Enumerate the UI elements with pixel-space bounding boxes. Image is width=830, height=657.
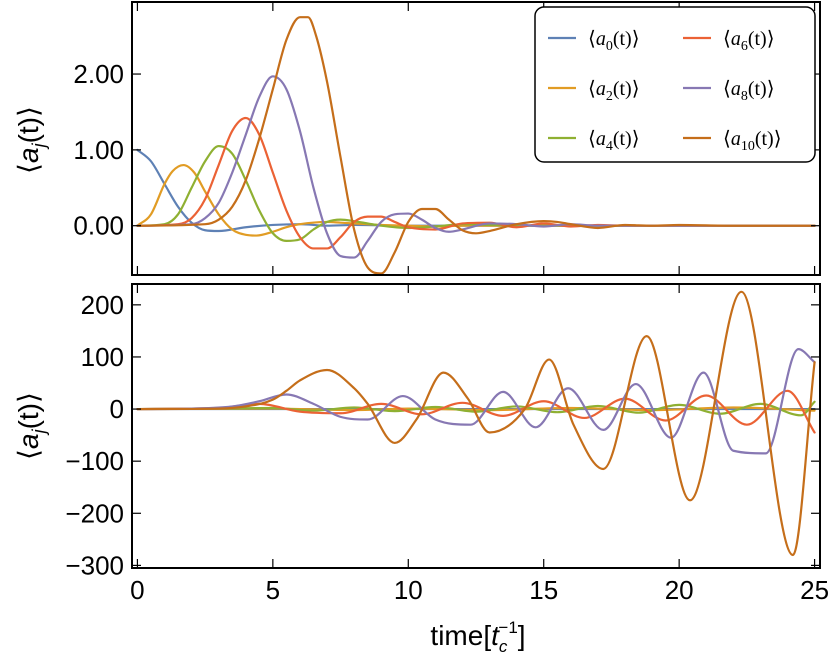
x-tick-label: 15 [529,575,558,605]
top-panel-frame [131,1,821,276]
bottom-ytick-label: 100 [81,342,124,372]
top-lines [136,16,816,274]
legend-label-a2: ⟨a2(t)⟩ [588,78,640,104]
legend-items: ⟨a0(t)⟩ ⟨a2(t)⟩ ⟨a4(t)⟩ ⟨a6(t)⟩ ⟨a8(t)⟩ ⟨a10(… [548,28,782,154]
bottom-series-a8 [136,348,816,455]
x-tick-label: 5 [266,575,280,605]
top-y-axis-title: ⟨aj(t)⟩ [13,106,49,174]
x-tick-label: 20 [665,575,694,605]
legend-label-a4: ⟨a4(t)⟩ [588,128,640,154]
bottom-ytick-label: −200 [65,498,124,528]
top-panel: 0.00 1.00 2.00 ⟨aj(t)⟩ ⟨a0(t)⟩ ⟨a2(t)⟩ ⟨a4(t… [13,1,821,276]
top-ticks-group: 0.00 1.00 2.00 [73,2,820,275]
legend-label-a0: ⟨a0(t)⟩ [588,28,640,54]
legend: ⟨a0(t)⟩ ⟨a2(t)⟩ ⟨a4(t)⟩ ⟨a6(t)⟩ ⟨a8(t)⟩ ⟨a10(… [534,6,816,163]
bottom-y-axis-title: ⟨aj(t)⟩ [13,392,49,460]
bottom-ytick-label: −300 [65,550,124,580]
top-ytick-label: 2.00 [73,59,124,89]
legend-label-a10: ⟨a10(t)⟩ [723,128,782,154]
legend-box [534,6,816,163]
bottom-ytick-label: 0 [110,394,124,424]
top-ytick-label: 1.00 [73,135,124,165]
legend-label-a8: ⟨a8(t)⟩ [723,78,775,104]
bottom-series-a10 [136,290,816,557]
top-series-group [136,16,816,274]
bottom-ytick-label: −100 [65,446,124,476]
x-tick-label: 25 [800,575,829,605]
x-tick-label: 0 [130,575,144,605]
top-ytick-label: 0.00 [73,211,124,241]
x-tick-label: 10 [394,575,423,605]
bottom-lines [136,290,816,557]
bottom-series-group [136,290,816,557]
legend-label-a6: ⟨a6(t)⟩ [723,28,775,54]
top-series-a10 [136,16,816,274]
x-axis-title: time[tc−1] [430,618,525,656]
bottom-ytick-label: 200 [81,290,124,320]
bottom-panel-frame [131,283,821,569]
